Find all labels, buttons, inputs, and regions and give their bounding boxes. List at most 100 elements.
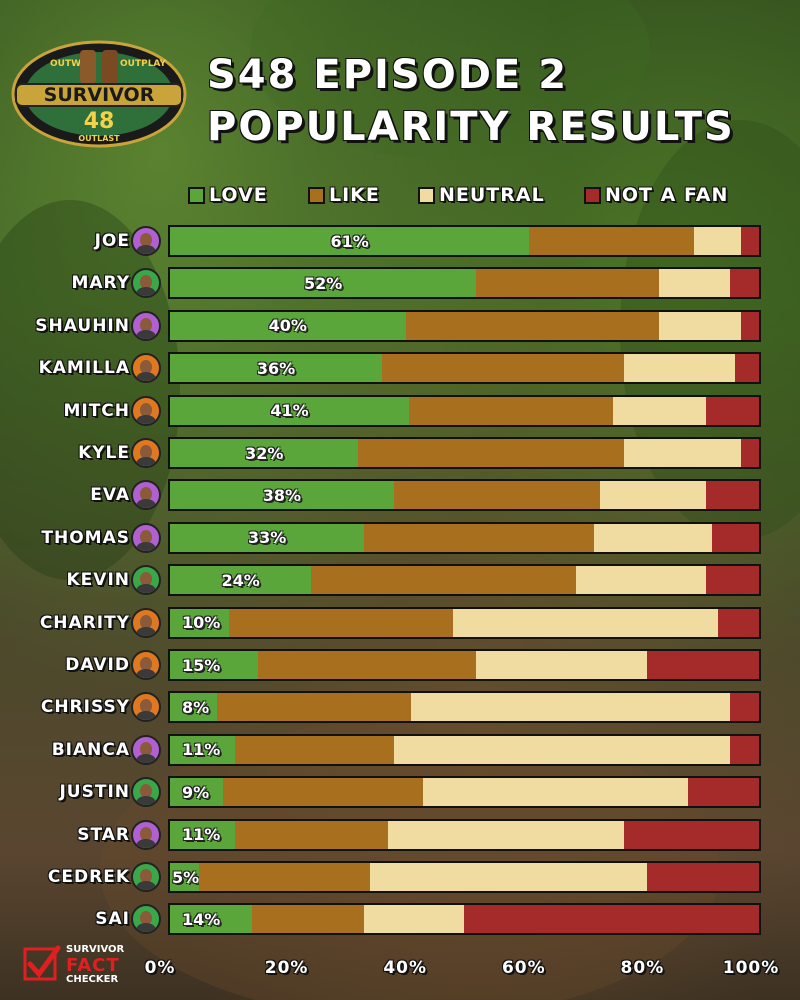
x-tick-label: 60% — [501, 958, 546, 978]
legend-item-not-a-fan: NOT A FAN — [584, 184, 728, 206]
row-label-chrissy: CHRISSY — [40, 697, 130, 718]
bar-segment-love: 5% — [170, 863, 200, 891]
bar-segment-like — [217, 693, 412, 722]
x-tick-label: 40% — [383, 958, 428, 978]
bar-chrissy: 8% — [168, 691, 761, 724]
row-label-david: DAVID — [65, 655, 130, 675]
bar-segment-neutral — [594, 523, 712, 552]
bar-segment-not-a-fan — [741, 227, 759, 255]
data-label: 14% — [182, 909, 221, 929]
bar-kamilla: 36% — [168, 352, 761, 385]
bar-segment-like — [252, 905, 365, 934]
row-label-kevin: KEVIN — [66, 570, 130, 591]
bar-mitch: 41% — [168, 394, 761, 427]
logo-outplay: OUTPLAY — [120, 59, 167, 69]
survivor-fact-checker-logo: SURVIVOR FACT CHECKER — [22, 944, 132, 986]
bar-kyle: 32% — [168, 437, 761, 469]
bar-segment-neutral — [387, 820, 624, 849]
bar-segment-neutral — [370, 863, 648, 891]
bar-segment-neutral — [476, 651, 648, 679]
bar-segment-love: 15% — [170, 651, 259, 679]
bar-segment-like — [258, 651, 477, 679]
legend-swatch-love — [188, 186, 205, 204]
bar-segment-not-a-fan — [729, 269, 759, 298]
bar-joe: 61% — [168, 225, 761, 257]
x-tick-label: 0% — [144, 958, 176, 978]
data-label: 36% — [256, 358, 296, 378]
bar-segment-neutral — [599, 481, 706, 510]
bar-segment-like — [409, 396, 614, 425]
avatar-david — [131, 650, 161, 680]
bar-segment-like — [476, 269, 659, 298]
bar-segment-not-a-fan — [705, 481, 759, 510]
row-label-cedrek: CEDREK — [47, 867, 130, 887]
bar-segment-like — [358, 439, 624, 467]
data-label: 5% — [172, 867, 200, 887]
bar-segment-love: 38% — [170, 481, 394, 510]
data-label: 11% — [182, 825, 221, 845]
avatar-thomas — [131, 522, 161, 553]
bar-shauhin: 40% — [168, 309, 761, 342]
avatar-kevin — [131, 565, 161, 596]
bar-segment-like — [234, 820, 388, 849]
data-label: 61% — [330, 231, 369, 251]
row-label-shauhin: SHAUHIN — [35, 315, 130, 336]
bar-segment-not-a-fan — [705, 566, 759, 595]
chart-title-line1: S48 EPISODE 2 — [207, 52, 569, 98]
row-label-charity: CHARITY — [39, 612, 130, 633]
legend-swatch-not-a-fan — [584, 186, 601, 204]
x-tick-label: 20% — [264, 958, 309, 978]
checkmark-icon — [23, 945, 61, 981]
bar-segment-like — [234, 735, 394, 764]
avatar-kyle — [131, 438, 161, 468]
data-label: 32% — [245, 443, 284, 463]
row-label-bianca: BIANCA — [51, 739, 130, 760]
bar-segment-not-a-fan — [647, 863, 759, 891]
data-label: 40% — [268, 316, 307, 336]
data-label: 15% — [182, 655, 221, 675]
bar-segment-love: 52% — [170, 269, 477, 298]
bar-segment-love: 41% — [170, 396, 410, 425]
avatar-eva — [131, 480, 161, 511]
row-label-joe: JOE — [94, 231, 130, 251]
bar-segment-neutral — [411, 693, 730, 722]
bar-segment-not-a-fan — [706, 396, 759, 425]
survivor-48-logo: OUTWIT OUTPLAY SURVIVOR 48 OUTLAST — [11, 40, 187, 148]
forest-floor-decoration — [100, 720, 720, 1000]
bar-segment-love: 9% — [170, 778, 223, 807]
x-tick-label: 80% — [620, 958, 665, 978]
bar-segment-like — [199, 863, 371, 891]
legend-label-love: LOVE — [209, 184, 268, 206]
bar-segment-love: 14% — [170, 905, 253, 934]
bar-segment-like — [311, 566, 577, 595]
bar-star: 11% — [168, 818, 761, 851]
bar-segment-neutral — [613, 396, 707, 425]
row-label-mitch: MITCH — [63, 400, 130, 421]
row-label-kamilla: KAMILLA — [38, 358, 130, 379]
avatar-bianca — [131, 734, 161, 765]
bar-segment-neutral — [694, 227, 742, 255]
data-label: 38% — [262, 485, 302, 505]
bar-segment-not-a-fan — [647, 651, 759, 679]
avatar-star — [131, 819, 161, 850]
bar-segment-neutral — [658, 311, 742, 340]
row-label-kyle: KYLE — [78, 443, 130, 463]
avatar-shauhin — [131, 310, 161, 341]
bar-segment-like — [529, 227, 695, 255]
legend-item-neutral: NEUTRAL — [418, 184, 545, 206]
bar-segment-neutral — [364, 905, 465, 934]
bar-segment-love: 32% — [170, 439, 359, 467]
bar-kevin: 24% — [168, 564, 761, 597]
bar-segment-neutral — [452, 608, 718, 637]
bar-segment-not-a-fan — [729, 735, 759, 764]
bar-segment-like — [393, 481, 600, 510]
logo-48: 48 — [84, 109, 115, 134]
bar-segment-neutral — [423, 778, 689, 807]
bar-segment-like — [223, 778, 424, 807]
bar-segment-like — [405, 311, 659, 340]
bar-thomas: 33% — [168, 521, 761, 554]
bar-segment-love: 11% — [170, 820, 235, 849]
avatar-chrissy — [131, 692, 161, 723]
data-label: 24% — [221, 570, 260, 590]
bar-cedrek: 5% — [168, 861, 761, 893]
